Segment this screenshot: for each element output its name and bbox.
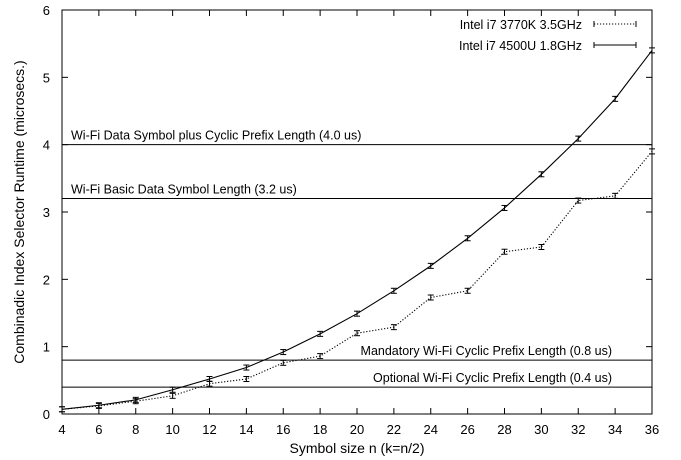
x-tick-label: 22 [387, 422, 401, 437]
data-point [169, 392, 176, 399]
series-layer [59, 47, 655, 413]
y-tick-label: 5 [43, 70, 50, 85]
data-point [169, 386, 176, 393]
y-tick-label: 1 [43, 340, 50, 355]
data-point [354, 330, 360, 337]
legend: Intel i7 3770K 3.5GHz Intel i7 4500U 1.8G… [459, 18, 637, 53]
x-tick-label: 4 [58, 422, 65, 437]
x-tick-label: 24 [424, 422, 438, 437]
y-tick-label: 6 [43, 3, 50, 18]
reference-line-label: Wi-Fi Data Symbol plus Cyclic Prefix Len… [71, 129, 361, 143]
x-tick-label: 16 [276, 422, 290, 437]
data-point [390, 287, 397, 294]
data-point [501, 248, 508, 255]
data-point [501, 204, 508, 211]
x-tick-label: 34 [608, 422, 622, 437]
data-point [132, 396, 139, 403]
data-point [243, 375, 250, 382]
y-tick-label: 0 [43, 407, 50, 422]
data-point [575, 135, 582, 142]
x-tick-label: 26 [460, 422, 474, 437]
data-point [538, 244, 545, 251]
data-point [612, 192, 619, 199]
reference-line-label: Wi-Fi Basic Data Symbol Length (3.2 us) [71, 183, 297, 197]
x-tick-label: 14 [239, 422, 253, 437]
data-point [649, 148, 655, 155]
x-tick-label: 18 [313, 422, 327, 437]
data-point [649, 47, 655, 54]
series-line [61, 151, 653, 410]
data-point [612, 95, 619, 102]
data-point [575, 197, 582, 204]
x-tick-label: 36 [645, 422, 659, 437]
y-tick-label: 2 [43, 272, 50, 287]
reference-line-label: Optional Wi-Fi Cyclic Prefix Length (0.4… [373, 371, 612, 385]
x-axis-label: Symbol size n (k=n/2) [290, 440, 425, 456]
y-axis-label: Combinadic Index Selector Runtime (micro… [11, 60, 27, 363]
legend-entry-2: Intel i7 4500U 1.8GHz [459, 39, 637, 53]
data-point [464, 235, 471, 242]
data-point [427, 262, 434, 269]
x-tick-label: 30 [534, 422, 548, 437]
x-tick-label: 8 [132, 422, 139, 437]
reference-line-label: Mandatory Wi-Fi Cyclic Prefix Length (0.… [361, 344, 612, 358]
data-point [280, 359, 287, 366]
x-tick-label: 28 [497, 422, 511, 437]
x-tick-label: 10 [165, 422, 179, 437]
y-tick-label: 4 [43, 138, 50, 153]
data-point [427, 294, 434, 301]
data-point [206, 375, 213, 382]
legend-label: Intel i7 3770K 3.5GHz [460, 18, 582, 32]
data-point [354, 310, 360, 317]
data-point [95, 402, 102, 409]
data-point [243, 364, 250, 371]
data-point [317, 330, 324, 337]
data-point [280, 349, 287, 356]
legend-entry-1: Intel i7 3770K 3.5GHz [460, 18, 637, 32]
y-tick-label: 3 [43, 205, 50, 220]
x-tick-label: 32 [571, 422, 585, 437]
data-point [390, 324, 397, 331]
data-point [538, 171, 545, 178]
x-tick-label: 12 [202, 422, 216, 437]
data-point [464, 287, 471, 294]
x-tick-label: 20 [350, 422, 364, 437]
legend-label: Intel i7 4500U 1.8GHz [459, 39, 582, 53]
x-tick-label: 6 [95, 422, 102, 437]
reference-lines: Wi-Fi Data Symbol plus Cyclic Prefix Len… [62, 129, 652, 388]
data-point [317, 353, 324, 360]
